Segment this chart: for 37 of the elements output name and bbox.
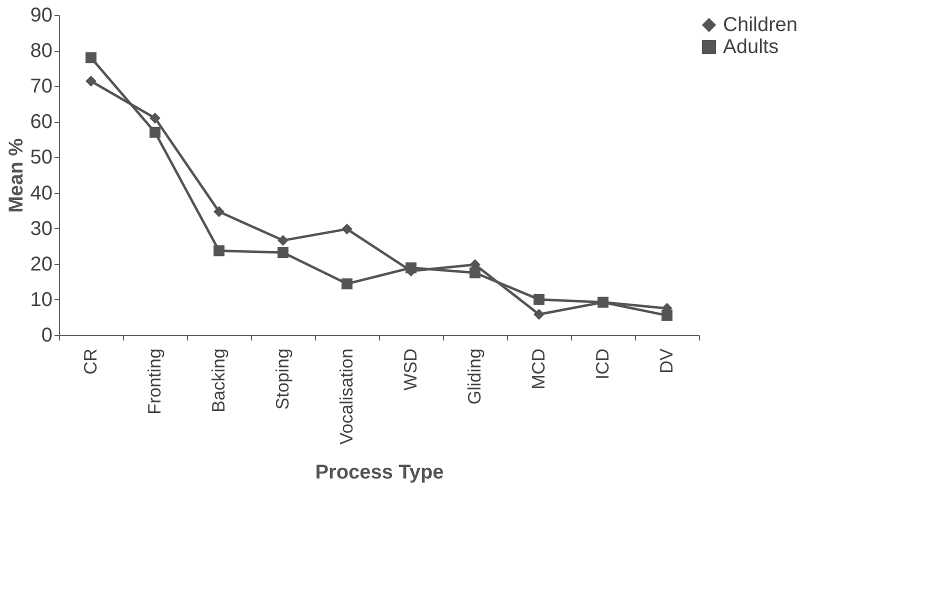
y-tick-label: 70 xyxy=(30,76,52,98)
point xyxy=(342,224,352,235)
point xyxy=(278,247,288,258)
x-tick-label: Vocalisation xyxy=(336,348,356,445)
x-tick-label: Stoping xyxy=(272,348,292,410)
y-tick-label: 50 xyxy=(30,146,52,169)
y-tick-label: 40 xyxy=(30,182,52,204)
y-tick-label: 0 xyxy=(41,324,52,346)
x-tick-label: Fronting xyxy=(144,348,164,415)
point xyxy=(214,245,224,256)
point xyxy=(214,206,224,218)
point xyxy=(150,112,160,124)
x-tick-label: Gliding xyxy=(464,348,484,405)
y-tick-label: 60 xyxy=(30,111,52,134)
point xyxy=(534,294,544,305)
legend-label: Adults xyxy=(723,36,779,58)
y-tick-label: 30 xyxy=(30,218,52,240)
x-tick-label: Backing xyxy=(208,348,228,413)
x-tick-label: MCD xyxy=(528,348,548,390)
y-tick-label: 20 xyxy=(30,253,52,276)
point xyxy=(342,278,352,290)
x-axis-title: Process Type xyxy=(315,462,444,484)
x-tick-label: CR xyxy=(80,348,100,374)
point xyxy=(86,76,96,87)
point xyxy=(278,234,288,246)
y-axis-title: Mean % xyxy=(5,138,28,213)
point xyxy=(470,267,480,278)
point xyxy=(534,308,544,320)
x-tick-label: WSD xyxy=(400,348,420,390)
x-tick-label: ICD xyxy=(592,348,612,380)
point xyxy=(86,52,96,64)
x-tick-label: DV xyxy=(656,348,676,374)
y-tick-label: 10 xyxy=(30,288,52,311)
legend-label: Children xyxy=(723,14,798,36)
y-tick-label: 90 xyxy=(30,4,52,26)
y-tick-label: 80 xyxy=(30,40,52,62)
point xyxy=(150,126,160,138)
